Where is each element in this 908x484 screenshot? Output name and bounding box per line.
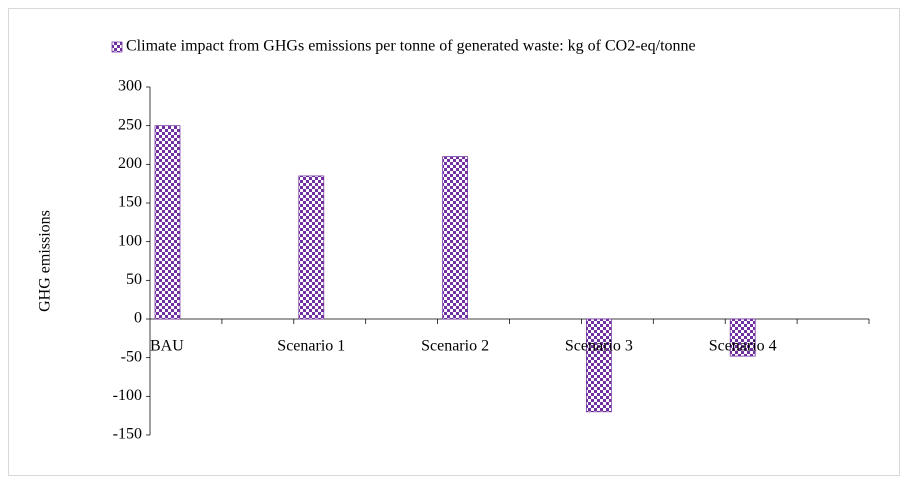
legend-label: Climate impact from GHGs emissions per t…	[126, 38, 696, 55]
x-tick-label: BAU	[150, 338, 184, 355]
y-tick-label: 300	[118, 78, 142, 95]
y-tick-label: 0	[134, 310, 142, 327]
bar	[298, 175, 325, 320]
y-tick-label: 50	[126, 271, 142, 288]
y-tick-label: 100	[118, 232, 142, 249]
y-tick-label: 150	[118, 194, 142, 211]
y-tick-label: 250	[118, 116, 142, 133]
y-tick-label: -50	[121, 348, 142, 365]
x-tick-label: Scenario 3	[565, 338, 633, 355]
bar	[586, 318, 612, 413]
x-tick-label: Scenario 4	[709, 338, 777, 355]
bar	[729, 318, 756, 357]
bar	[154, 125, 181, 320]
x-tick-label: Scenario 2	[421, 338, 489, 355]
legend-swatch	[111, 41, 123, 53]
y-tick-label: -100	[113, 387, 142, 404]
y-axis-label: GHG emissions	[37, 210, 54, 312]
y-tick-label: -150	[113, 426, 142, 443]
y-tick-label: 200	[118, 155, 142, 172]
x-tick-label: Scenario 1	[277, 338, 345, 355]
bar	[442, 156, 468, 320]
